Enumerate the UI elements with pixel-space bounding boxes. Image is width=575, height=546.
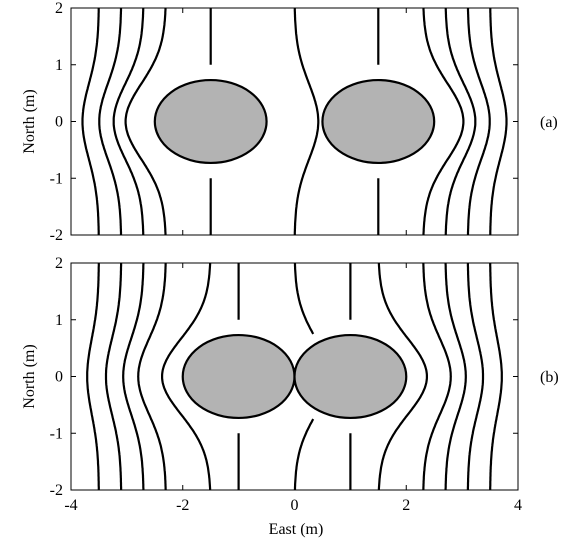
obstacle-disk [153, 78, 268, 165]
streamline [293, 262, 315, 491]
x-tick-label: -4 [64, 497, 77, 514]
y-tick-label: 2 [55, 0, 63, 17]
streamline [377, 263, 428, 490]
streamlines-a [81, 7, 508, 236]
streamline [422, 8, 465, 235]
y-axis-label-b: North (m) [21, 344, 38, 408]
y-tick-label: 1 [55, 312, 63, 329]
streamline [81, 8, 100, 235]
obstacle-disk [293, 333, 408, 420]
x-axis-label: East (m) [269, 521, 324, 538]
y-tick-label: 0 [55, 369, 63, 386]
streamline [137, 262, 167, 491]
streamline [124, 8, 167, 235]
streamline [489, 263, 503, 490]
streamline [466, 263, 485, 490]
x-tick-label: 4 [514, 497, 522, 514]
y-axis-label-a: North (m) [21, 89, 38, 153]
streamlines-b [86, 262, 503, 491]
ticks-a [70, 7, 519, 236]
obstacles-b [181, 333, 408, 420]
streamline [86, 263, 100, 490]
y-tick-label: -1 [50, 425, 63, 442]
y-tick-label: -2 [50, 227, 63, 244]
y-tick-label: -2 [50, 482, 63, 499]
y-tick-label: -1 [50, 170, 63, 187]
streamline [98, 8, 123, 235]
streamline [444, 7, 477, 236]
streamline [112, 7, 145, 236]
streamline [444, 263, 467, 490]
x-tick-label: 0 [291, 497, 299, 514]
obstacle-disk [181, 333, 296, 420]
y-tick-label: 1 [55, 57, 63, 74]
panel-tag-b: (b) [540, 369, 559, 386]
panel-b: 210-1-2 -4 -2 0 2 4 North (m) (b) [21, 255, 559, 514]
obstacles-a [153, 78, 436, 165]
streamline [293, 8, 320, 235]
streamline [122, 263, 145, 490]
y-tick-labels-a: 2 1 0 -1 -2 [50, 0, 63, 244]
y-tick-labels-b: 2 1 0 -1 -2 [50, 255, 63, 499]
panel-tag-a: (a) [540, 114, 558, 131]
ticks-b [70, 262, 519, 491]
obstacle-disk [321, 78, 436, 165]
plot-frame-a [70, 7, 519, 236]
x-tick-labels-b: -4 -2 0 2 4 [64, 497, 522, 514]
panel-a: 2 1 0 -1 -2 North (m) (a) [21, 0, 558, 244]
y-tick-label: 0 [55, 114, 63, 131]
streamline [104, 263, 123, 490]
streamline [489, 8, 508, 235]
x-tick-label: 2 [402, 497, 410, 514]
streamline [466, 8, 491, 235]
streamline [161, 263, 212, 490]
y-tick-label: 2 [55, 255, 63, 272]
streamline [422, 262, 452, 491]
x-tick-label: -2 [176, 497, 189, 514]
